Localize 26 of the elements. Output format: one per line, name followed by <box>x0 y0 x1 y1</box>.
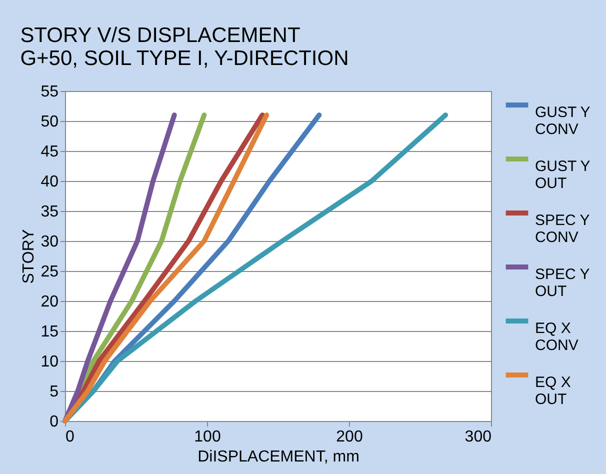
chart-title: STORY V/S DISPLACEMENT <box>20 24 300 47</box>
legend-label: EQ X OUT <box>535 374 571 408</box>
legend-label: GUST Y OUT <box>535 158 590 192</box>
y-tick-label: 30 <box>40 234 59 250</box>
y-tick-label: 50 <box>40 114 59 130</box>
legend-label: SPEC Y OUT <box>535 266 590 300</box>
y-tick-label: 45 <box>40 144 59 160</box>
y-tick-label: 5 <box>50 384 59 400</box>
y-axis-title: STORY <box>20 228 38 284</box>
chart-subtitle: G+50, SOIL TYPE I, Y-DIRECTION <box>20 47 349 70</box>
legend-label: SPEC Y CONV <box>535 212 590 246</box>
legend-label: GUST Y CONV <box>535 104 590 138</box>
x-tick-label: 300 <box>464 428 492 446</box>
x-tick-label: 200 <box>336 428 363 446</box>
y-tick-label: 10 <box>40 354 59 370</box>
y-tick-label: 55 <box>40 84 59 100</box>
y-tick-label: 0 <box>50 414 59 430</box>
y-tick-label: 20 <box>40 294 59 310</box>
x-axis-title: DiISPLACEMENT, mm <box>198 448 360 466</box>
legend-label: EQ X CONV <box>535 320 578 354</box>
y-tick-label: 25 <box>40 264 59 280</box>
x-tick-label: 0 <box>66 428 74 446</box>
y-tick-label: 15 <box>40 324 59 340</box>
y-tick-label: 40 <box>40 174 59 190</box>
y-tick-label: 35 <box>40 204 59 220</box>
x-tick-label: 100 <box>194 428 221 446</box>
